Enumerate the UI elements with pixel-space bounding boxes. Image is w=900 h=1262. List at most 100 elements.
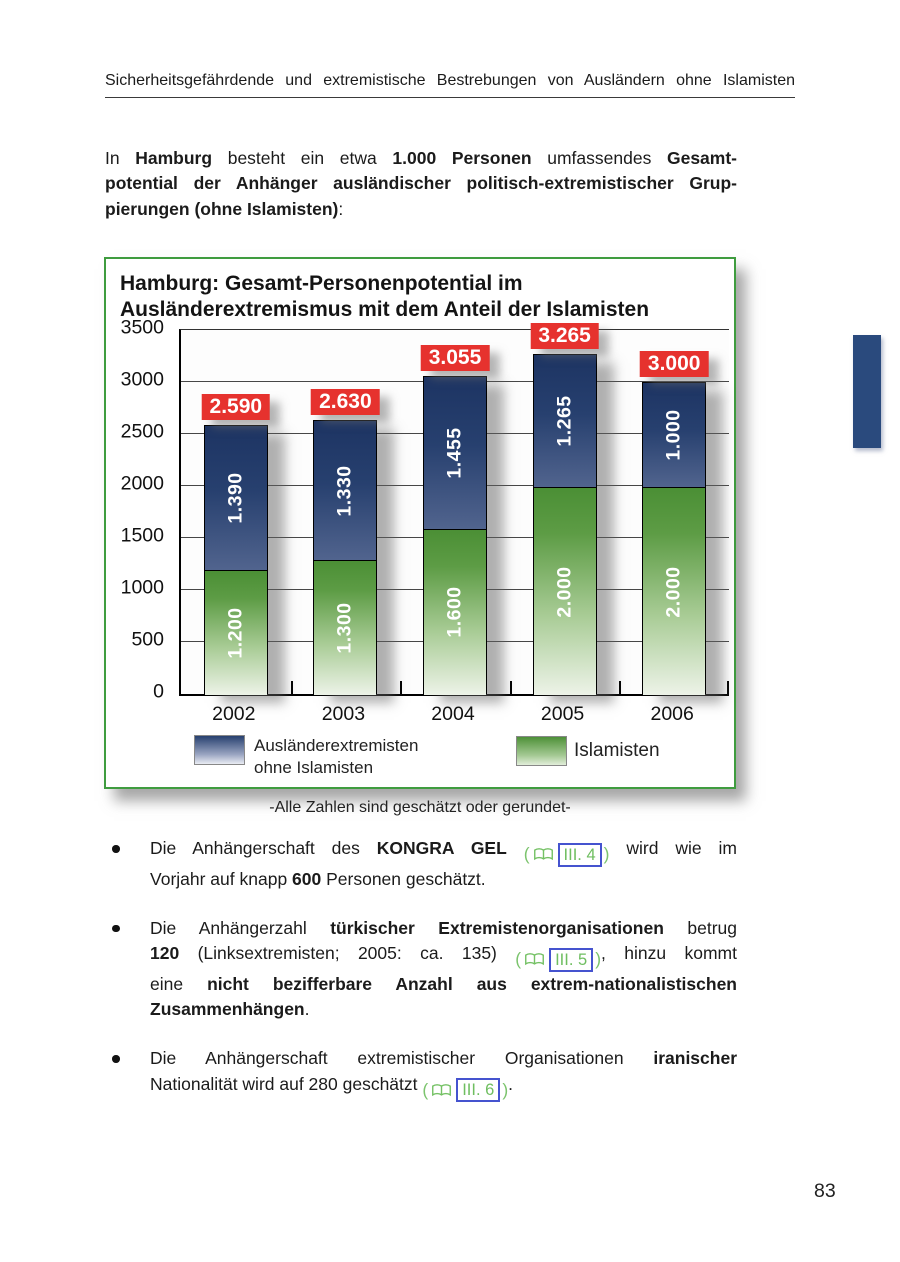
text-segment: Nationalität wird auf 280 geschätzt <box>150 1073 423 1094</box>
bar-total-label: 2.590 <box>201 393 271 420</box>
bar-segment-auslaenderextremisten: 1.265 <box>533 355 596 487</box>
legend-item-islamisten: Islamisten <box>516 736 660 766</box>
bar-segment-islamisten: 1.200 <box>204 570 267 695</box>
bullet-marker <box>112 924 120 933</box>
paren-open: ( <box>515 949 522 970</box>
text-segment: Vorjahr auf knapp <box>150 868 293 889</box>
y-axis-label: 0 <box>153 680 164 703</box>
text-line: Vorjahr auf knapp 600 Personen geschätzt… <box>150 867 737 892</box>
list-item: Die Anhängerzahl türkischer Extremisteno… <box>105 916 737 1023</box>
text-segment: betrug <box>663 917 737 938</box>
text-segment: . <box>508 1073 514 1094</box>
text-segment: Gesamt- <box>666 148 738 168</box>
x-axis-label: 2005 <box>540 703 585 725</box>
x-axis-label: 2006 <box>650 703 694 725</box>
text-segment: . <box>304 999 310 1020</box>
bar-total-label: 2.630 <box>311 389 380 416</box>
text-segment: Die Anhängerschaft extremistischer Organ… <box>150 1048 654 1069</box>
text-line: 120 (Linksextremisten; 2005: ca. 135) (I… <box>150 941 737 972</box>
x-axis-label: 2004 <box>431 703 475 725</box>
text-segment <box>507 838 524 858</box>
bullet-text: Die Anhängerzahl türkischer Extremisteno… <box>150 916 737 1023</box>
page-header: Sicherheitsgefährdende und extremistisch… <box>105 72 795 98</box>
open-book-icon <box>533 848 553 861</box>
legend-item-auslaenderextremisten: Ausländerextremisten ohne Islamisten <box>194 735 418 778</box>
text-segment: Hamburg <box>135 148 213 168</box>
bar-segment-islamisten: 2.000 <box>533 487 596 695</box>
bullet-text: Die Anhängerschaft des KONGRA GEL (III. … <box>150 836 737 892</box>
text-segment: KONGRA GEL <box>376 838 507 858</box>
bar-value-label: 2.000 <box>553 565 576 618</box>
cross-reference-link[interactable]: (III. 6) <box>422 1078 509 1103</box>
text-segment: türkischer Extremistenorganisationen <box>330 917 664 938</box>
x-axis-tick <box>619 681 622 694</box>
legend-label: Ausländerextremisten ohne Islamisten <box>254 735 418 778</box>
text-segment: Die Anhängerschaft des <box>150 838 377 858</box>
bar-segment-auslaenderextremisten: 1.000 <box>643 383 706 487</box>
x-axis-label: 2003 <box>321 703 366 725</box>
text-line: eine nicht bezifferbare Anzahl aus extre… <box>150 972 737 997</box>
text-segment: 600 <box>292 868 322 889</box>
text-segment: iranischer <box>653 1048 737 1069</box>
y-axis-label: 3500 <box>120 316 164 339</box>
y-axis-label: 1500 <box>120 524 164 547</box>
text-segment: Personen geschätzt. <box>321 868 486 889</box>
chapter-side-tab <box>853 335 881 448</box>
plot-wrapper: 0 500 1000 1500 2000 2500 3000 3500 1.390 1.200 2… <box>106 317 734 733</box>
bar-segment-auslaenderextremisten: 1.330 <box>314 421 377 560</box>
bar-value-label: 2.000 <box>662 565 685 618</box>
text-segment: (Linksextremisten; 2005: ca. 135) <box>179 943 516 964</box>
bar-value-label: 1.390 <box>224 472 247 524</box>
bar-segment-islamisten: 2.000 <box>643 487 706 695</box>
page-number: 83 <box>814 1180 836 1202</box>
reference-label: III. 6 <box>456 1078 501 1103</box>
text-segment: 1.000 Personen <box>392 148 532 168</box>
bar-segment-islamisten: 1.300 <box>314 559 377 695</box>
y-axis-label: 1000 <box>120 576 164 599</box>
text-line: pierungen (ohne Islamisten): <box>105 197 737 222</box>
bar-total-label: 3.000 <box>639 351 709 377</box>
text-segment: eine <box>150 973 208 994</box>
text-line: potential der Anhänger ausländischer pol… <box>105 171 737 196</box>
cross-reference-link[interactable]: (III. 4) <box>524 842 609 867</box>
chart-footnote: -Alle Zahlen sind geschätzt oder gerunde… <box>269 799 571 816</box>
text-segment: besteht ein etwa <box>212 148 393 168</box>
legend-swatch-green <box>516 736 567 766</box>
legend-label: Islamisten <box>574 740 660 762</box>
bullet-marker <box>112 1055 120 1063</box>
bar-stack: 1.390 1.200 <box>203 424 268 695</box>
bullet-text: Die Anhängerschaft extremistischer Organ… <box>150 1046 737 1103</box>
y-axis-label: 500 <box>131 628 164 651</box>
bar-value-label: 1.330 <box>333 464 356 517</box>
bar-value-label: 1.455 <box>443 427 466 479</box>
chart-title-line2: Ausländerextremismus mit dem Anteil der … <box>120 298 650 321</box>
x-axis-tick <box>400 681 403 694</box>
chart-legend: Ausländerextremisten ohne Islamisten Isl… <box>106 733 734 791</box>
y-axis-label: 2000 <box>120 472 164 495</box>
x-axis-tick <box>509 681 512 694</box>
bar-stack: 1.265 2.000 <box>532 354 597 695</box>
list-item: Die Anhängerschaft extremistischer Organ… <box>105 1046 737 1103</box>
text-segment: : <box>338 198 344 219</box>
text-segment: nicht bezifferbare Anzahl aus extrem-nat… <box>207 973 737 994</box>
text-segment: In <box>105 148 136 168</box>
text-segment: pierungen (ohne Islamisten) <box>105 198 339 219</box>
text-segment: Die Anhängerzahl <box>150 917 331 938</box>
text-segment: potential der Anhänger ausländischer pol… <box>105 173 737 194</box>
y-axis-labels: 0 500 1000 1500 2000 2500 3000 3500 <box>106 317 170 703</box>
bar-segment-auslaenderextremisten: 1.455 <box>424 377 486 529</box>
x-axis-tick <box>727 681 729 694</box>
bar-value-label: 1.600 <box>443 586 466 638</box>
intro-paragraph: In Hamburg besteht ein etwa 1.000 Person… <box>105 146 737 222</box>
legend-label-line2: ohne Islamisten <box>254 757 374 777</box>
legend-label-line1: Ausländerextremisten <box>254 736 419 755</box>
bar-segment-islamisten: 1.600 <box>424 528 486 695</box>
text-segment: Zusammenhängen <box>150 999 305 1020</box>
paren-close: ) <box>502 1079 509 1100</box>
paren-close: ) <box>595 949 602 970</box>
bar-value-label: 1.300 <box>333 602 356 654</box>
reference-label: III. 4 <box>557 842 602 867</box>
cross-reference-link[interactable]: (III. 5) <box>515 947 602 972</box>
open-book-icon <box>525 953 545 966</box>
